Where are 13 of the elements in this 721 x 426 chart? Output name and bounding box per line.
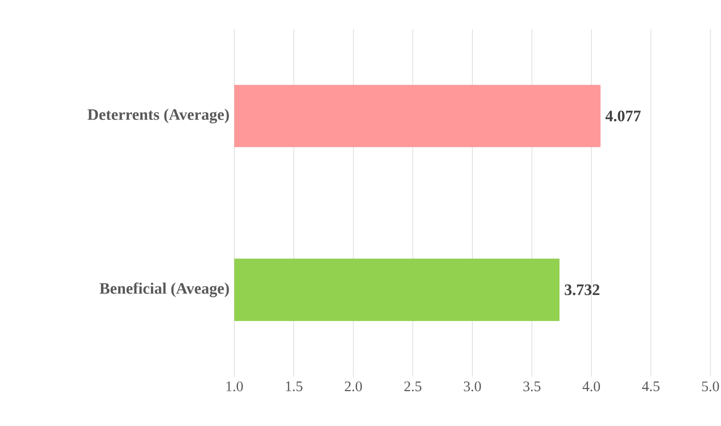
y-tick-label: Deterrents (Average) [88,108,229,124]
x-tick-label: 3.5 [523,382,540,392]
data-label: 3.732 [564,284,600,296]
x-tick-label: 5.0 [702,382,719,392]
y-tick-label: Beneficial (Aveage) [100,282,229,298]
x-tick-label: 4.5 [642,382,660,392]
x-tick-label: 2.5 [404,382,422,392]
x-tick-label: 2.0 [344,382,362,392]
x-tick-label: 1.0 [226,382,243,392]
x-tick-label: 4.0 [582,382,600,392]
data-label: 4.077 [605,110,641,122]
x-tick-label: 1.5 [286,381,302,392]
x-tick-label: 3.0 [464,382,481,392]
